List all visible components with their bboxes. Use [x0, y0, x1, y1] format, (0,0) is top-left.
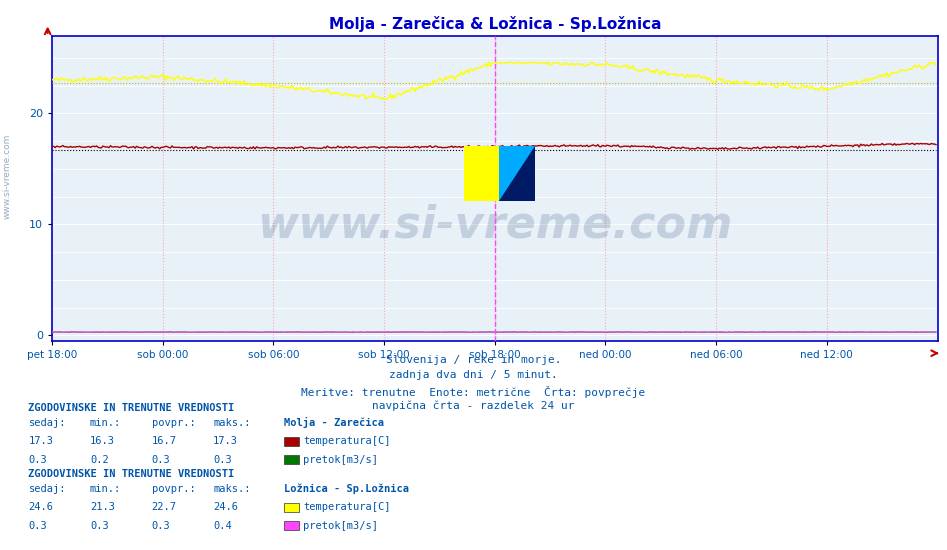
Text: Molja - Zarečica: Molja - Zarečica [284, 417, 384, 428]
Text: sedaj:: sedaj: [28, 418, 66, 428]
Text: maks.:: maks.: [213, 484, 251, 494]
Text: ZGODOVINSKE IN TRENUTNE VREDNOSTI: ZGODOVINSKE IN TRENUTNE VREDNOSTI [28, 403, 235, 413]
Text: 24.6: 24.6 [28, 502, 53, 513]
Text: min.:: min.: [90, 418, 121, 428]
Text: zadnja dva dni / 5 minut.: zadnja dva dni / 5 minut. [389, 370, 558, 380]
Bar [464, 146, 499, 201]
Polygon shape [499, 146, 535, 201]
Text: Meritve: trenutne  Enote: metrične  Črta: povprečje: Meritve: trenutne Enote: metrične Črta: … [301, 386, 646, 398]
Text: 17.3: 17.3 [213, 436, 238, 447]
Text: ZGODOVINSKE IN TRENUTNE VREDNOSTI: ZGODOVINSKE IN TRENUTNE VREDNOSTI [28, 469, 235, 479]
Text: 16.7: 16.7 [152, 436, 176, 447]
Text: min.:: min.: [90, 484, 121, 494]
Text: 21.3: 21.3 [90, 502, 115, 513]
Text: www.si-vreme.com: www.si-vreme.com [257, 204, 733, 246]
Text: temperatura[C]: temperatura[C] [303, 502, 390, 513]
Text: Ložnica - Sp.Ložnica: Ložnica - Sp.Ložnica [284, 484, 409, 494]
Text: 0.2: 0.2 [90, 454, 109, 465]
Text: 0.3: 0.3 [152, 454, 170, 465]
Text: 16.3: 16.3 [90, 436, 115, 447]
Bar [499, 146, 535, 201]
Text: pretok[m3/s]: pretok[m3/s] [303, 454, 378, 465]
Text: 0.4: 0.4 [213, 520, 232, 531]
Text: temperatura[C]: temperatura[C] [303, 436, 390, 447]
Text: 0.3: 0.3 [152, 520, 170, 531]
Text: Slovenija / reke in morje.: Slovenija / reke in morje. [385, 355, 562, 365]
Text: povpr.:: povpr.: [152, 484, 195, 494]
Text: povpr.:: povpr.: [152, 418, 195, 428]
Text: 0.3: 0.3 [213, 454, 232, 465]
Text: 0.3: 0.3 [28, 520, 47, 531]
Text: 0.3: 0.3 [90, 520, 109, 531]
Text: 17.3: 17.3 [28, 436, 53, 447]
Text: 24.6: 24.6 [213, 502, 238, 513]
Text: navpična črta - razdelek 24 ur: navpična črta - razdelek 24 ur [372, 401, 575, 411]
Text: maks.:: maks.: [213, 418, 251, 428]
Text: 22.7: 22.7 [152, 502, 176, 513]
Text: www.si-vreme.com: www.si-vreme.com [3, 133, 12, 219]
Text: 0.3: 0.3 [28, 454, 47, 465]
Text: sedaj:: sedaj: [28, 484, 66, 494]
Text: pretok[m3/s]: pretok[m3/s] [303, 520, 378, 531]
Title: Molja - Zarečica & Ložnica - Sp.Ložnica: Molja - Zarečica & Ložnica - Sp.Ložnica [329, 16, 661, 32]
